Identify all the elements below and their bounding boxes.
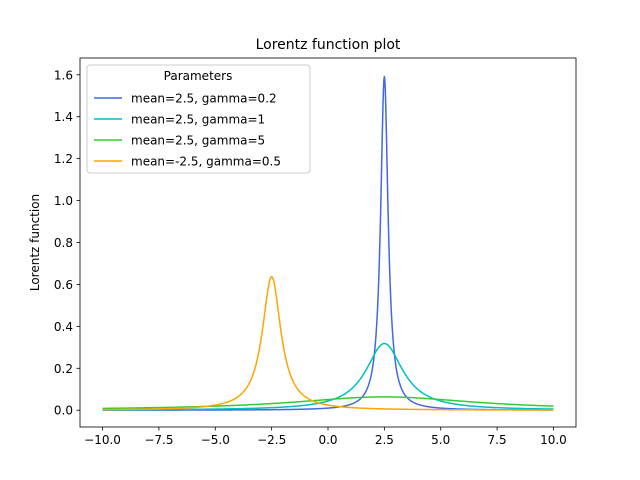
x-tick-label: 2.5: [375, 433, 394, 447]
legend-label-1: mean=2.5, gamma=0.2: [131, 92, 277, 106]
legend-label-3: mean=2.5, gamma=5: [131, 134, 265, 148]
legend-label-2: mean=2.5, gamma=1: [131, 113, 265, 127]
x-tick-label: −10.0: [84, 433, 121, 447]
y-tick-label: 1.2: [54, 152, 73, 166]
y-tick-label: 0.0: [54, 404, 73, 418]
y-tick-label: 1.4: [54, 110, 73, 124]
x-tick-label: −5.0: [201, 433, 230, 447]
series-line-3: [102, 396, 554, 410]
y-tick-label: 1.6: [54, 68, 73, 82]
y-tick-label: 1.0: [54, 194, 73, 208]
x-tick-label: 7.5: [488, 433, 507, 447]
x-tick-label: 10.0: [540, 433, 567, 447]
y-axis-ticks: 0.0 0.2 0.4 0.6 0.8 1.0 1.2 1.4 1.6: [54, 68, 80, 418]
x-tick-label: 0.0: [318, 433, 337, 447]
y-axis-title: Lorentz function: [28, 194, 42, 291]
y-tick-label: 0.6: [54, 278, 73, 292]
x-axis-ticks: −10.0 −7.5 −5.0 −2.5 0.0 2.5 5.0 7.5 10.0: [84, 427, 567, 447]
chart-title: Lorentz function plot: [256, 37, 401, 53]
series-lines: [102, 75, 554, 411]
legend-items: mean=2.5, gamma=0.2 mean=2.5, gamma=1 mean…: [94, 92, 281, 169]
series-line-2: [102, 342, 554, 411]
series-line-4: [102, 276, 554, 411]
x-tick-label: −2.5: [257, 433, 286, 447]
legend-label-4: mean=-2.5, gamma=0.5: [131, 155, 281, 169]
legend-title: Parameters: [164, 69, 233, 83]
legend-box: [86, 64, 311, 174]
y-tick-label: 0.8: [54, 236, 73, 250]
y-tick-label: 0.4: [54, 320, 73, 334]
legend: Parameters mean=2.5, gamma=0.2mean=2.5, …: [86, 64, 311, 174]
y-tick-label: 0.2: [54, 362, 73, 376]
x-tick-label: 5.0: [431, 433, 450, 447]
x-tick-label: −7.5: [144, 433, 173, 447]
